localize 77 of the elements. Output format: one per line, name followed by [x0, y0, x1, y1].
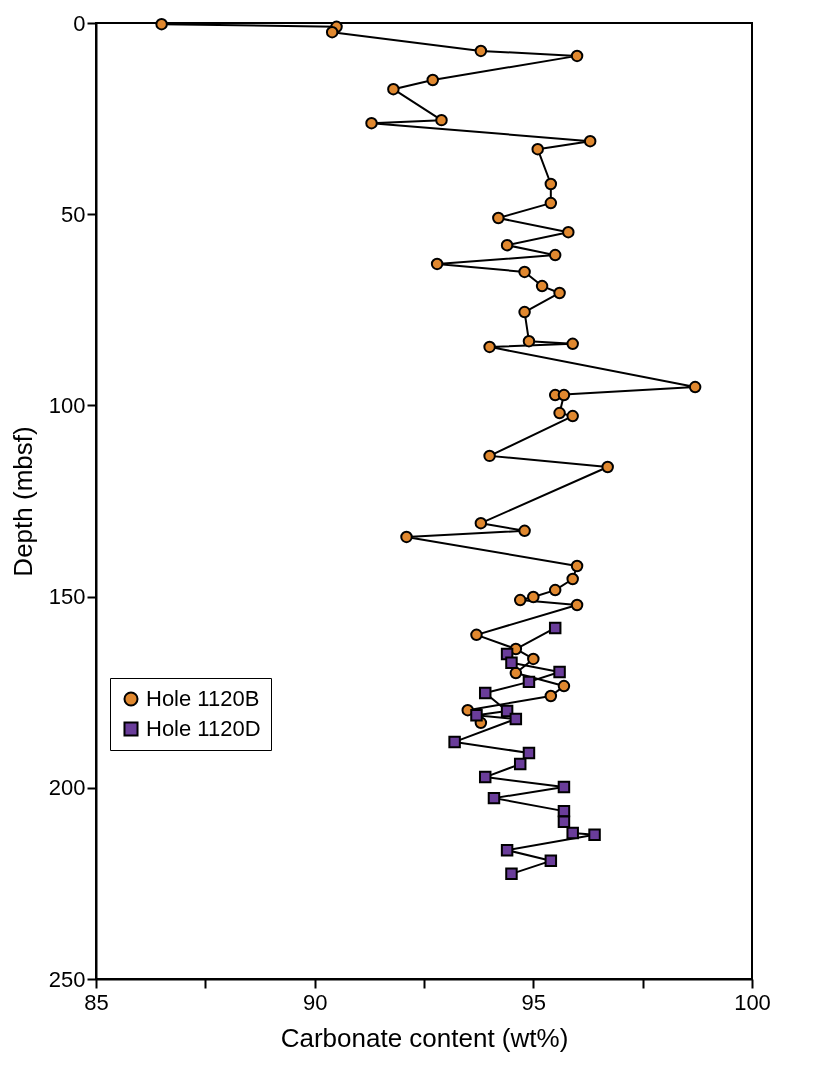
point: [518, 305, 531, 319]
point: [548, 621, 562, 635]
point: [566, 337, 579, 351]
point: [562, 225, 575, 239]
point: [544, 689, 558, 703]
point: [509, 666, 523, 680]
point: [500, 238, 514, 252]
point: [522, 675, 536, 689]
point: [535, 279, 549, 293]
x-tick-label: 100: [734, 989, 771, 1015]
point: [544, 854, 558, 868]
point: [430, 257, 444, 271]
point: [544, 177, 558, 191]
point: [470, 628, 483, 642]
point: [483, 449, 496, 463]
point: [566, 409, 579, 423]
x-tick-label: 90: [302, 989, 328, 1015]
point: [513, 757, 527, 771]
legend-label: Hole 1120D: [146, 716, 261, 741]
point: [487, 791, 501, 805]
point: [566, 826, 579, 840]
point: [155, 17, 168, 31]
point: [522, 334, 536, 348]
point: [500, 843, 514, 857]
x-tick-label: 95: [521, 989, 547, 1015]
point: [531, 142, 544, 156]
point: [583, 134, 597, 148]
point: [509, 712, 523, 726]
point: [492, 211, 505, 225]
point: [553, 286, 566, 300]
point: [570, 559, 584, 573]
x-axis-title: Carbonate content (wt%): [280, 1022, 569, 1053]
point: [544, 196, 558, 210]
point: [474, 516, 488, 530]
point: [470, 708, 483, 722]
point: [557, 388, 571, 402]
point: [325, 25, 339, 39]
point: [522, 746, 536, 760]
point: [588, 828, 601, 842]
point: [365, 116, 378, 130]
y-axis-title: Depth (mbsf): [7, 426, 38, 577]
point: [566, 572, 579, 586]
point: [505, 656, 518, 669]
point: [426, 73, 439, 87]
point: [513, 593, 527, 607]
point: [478, 770, 492, 784]
point: [505, 867, 518, 881]
point: [483, 340, 496, 354]
point: [553, 406, 566, 420]
point: [548, 583, 562, 597]
y-tick-label: 50: [61, 201, 86, 227]
point: [548, 248, 562, 262]
y-tick-label: 250: [48, 966, 86, 992]
point: [688, 380, 702, 394]
point: [601, 460, 614, 474]
point: [518, 524, 531, 538]
point: [557, 815, 571, 829]
point: [557, 780, 571, 794]
point: [400, 530, 413, 544]
point: [527, 652, 540, 666]
point: [448, 735, 461, 749]
point: [553, 665, 566, 679]
point: [570, 598, 584, 612]
point: [527, 590, 540, 604]
y-tick-label: 0: [73, 10, 86, 36]
point: [478, 686, 492, 700]
legend-label: Hole 1120B: [146, 686, 260, 711]
point: [435, 113, 448, 127]
point: [474, 44, 488, 58]
y-tick-label: 200: [48, 775, 86, 801]
x-tick-label: 85: [84, 989, 109, 1015]
y-tick-label: 100: [48, 392, 86, 418]
point: [557, 679, 571, 693]
point: [387, 82, 400, 96]
point: [518, 265, 531, 279]
y-tick-label: 150: [48, 584, 86, 610]
point: [570, 49, 584, 63]
